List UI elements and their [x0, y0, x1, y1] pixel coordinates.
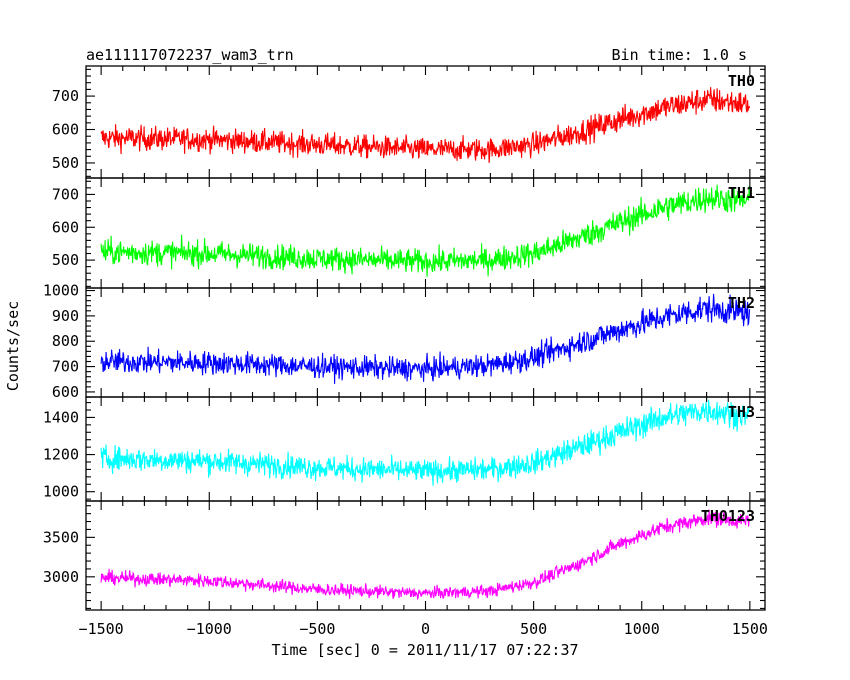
- panel-label-th3: TH3: [728, 403, 755, 421]
- panel-frame: [85, 287, 766, 398]
- y-tick-label: 600: [52, 121, 79, 139]
- series-line-th0: [100, 87, 751, 163]
- y-tick-label: 700: [52, 87, 79, 105]
- x-tick-label: −1000: [187, 620, 232, 638]
- panel-th0: 500 600 700 TH0: [52, 65, 766, 179]
- y-tick-label: 500: [52, 154, 79, 172]
- panel-frame: [85, 65, 766, 179]
- series-th2: [100, 293, 751, 384]
- y-tick-label: 1200: [43, 446, 79, 464]
- panel-th1: 500 600 700 TH1: [52, 177, 766, 289]
- x-tick-label: −500: [299, 620, 335, 638]
- panel-label-th1: TH1: [728, 184, 755, 202]
- panels-group: 500 600 700 TH0 500 600 700 TH1 600 700 800 900 1000…: [43, 65, 768, 638]
- panel-label-th2: TH2: [728, 294, 755, 312]
- x-tick-label: 500: [520, 620, 547, 638]
- x-axis-title: Time [sec] 0 = 2011/11/17 07:22:37: [271, 641, 578, 659]
- y-axis-title: Counts/sec: [4, 301, 22, 391]
- y-tick-label: 600: [52, 218, 79, 236]
- series-th0: [100, 87, 751, 163]
- series-th0123: [100, 509, 751, 601]
- bin-time-label: Bin time: 1.0 s: [612, 46, 747, 64]
- series-line-th2: [100, 293, 751, 384]
- x-tick-label: 1500: [732, 620, 768, 638]
- series-line-th3: [100, 399, 750, 486]
- y-tick-label: 500: [52, 251, 79, 269]
- y-tick-label: 3500: [43, 528, 79, 546]
- chart-title: ae111117072237_wam3_trn: [86, 46, 294, 64]
- panel-frame: [85, 177, 766, 289]
- x-tick-label: 1000: [624, 620, 660, 638]
- panel-th0123: 3000 3500 TH0123: [43, 500, 766, 611]
- series-line-th0123: [100, 509, 751, 601]
- series-line-th1: [100, 184, 751, 277]
- panel-th2: 600 700 800 900 1000 TH2: [43, 282, 766, 401]
- panel-label-th0: TH0: [728, 72, 755, 90]
- y-tick-label: 1000: [43, 483, 79, 501]
- y-tick-label: 900: [52, 307, 79, 325]
- x-tick-label: −1500: [79, 620, 124, 638]
- panel-frame: [85, 396, 766, 502]
- y-tick-label: 800: [52, 332, 79, 350]
- series-th1: [100, 184, 751, 277]
- y-tick-label: 600: [52, 383, 79, 401]
- panel-label-th0123: TH0123: [701, 507, 755, 525]
- y-tick-label: 700: [52, 358, 79, 376]
- x-tick-label: 0: [421, 620, 430, 638]
- series-th3: [100, 399, 750, 486]
- panel-th3: 1000 1200 1400 TH3: [43, 396, 766, 502]
- y-tick-label: 700: [52, 185, 79, 203]
- y-tick-label: 1400: [43, 408, 79, 426]
- y-tick-label: 3000: [43, 568, 79, 586]
- y-tick-label: 1000: [43, 282, 79, 300]
